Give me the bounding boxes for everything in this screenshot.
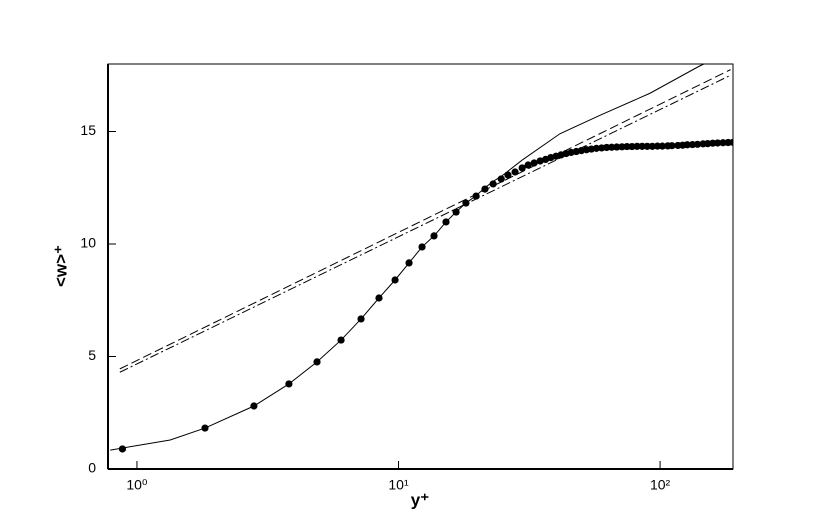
data-point [536,157,544,165]
data-point [201,424,209,432]
data-point [489,180,497,188]
data-point [250,402,258,410]
data-point [633,142,641,150]
data-point [481,185,489,193]
data-point [313,358,321,366]
data-point [530,159,538,167]
data-point [497,175,505,183]
x-tick-label: 10⁰ [126,477,148,493]
data-point [714,139,722,147]
data-point [442,218,450,226]
y-tick-label: 5 [88,347,96,363]
data-point [118,445,127,453]
data-line [119,69,731,370]
data-point [623,142,631,151]
data-point [391,276,399,284]
data-point [643,142,651,150]
data-point [668,142,676,150]
data-point [613,143,621,151]
data-point [504,171,512,179]
data-point [658,142,666,150]
data-point [511,168,519,176]
plot-frame [107,63,734,470]
data-point [628,142,636,151]
data-point [462,199,470,207]
plot-area [110,64,733,453]
y-tick-label: 10 [80,235,96,251]
data-point [518,164,526,172]
data-point [337,336,345,344]
data-point [729,138,733,146]
data-point [608,143,616,151]
data-point [375,294,383,302]
data-line [110,64,705,451]
data-point [638,142,646,150]
data-line [119,74,731,373]
data-point [472,192,480,200]
x-tick-label: 10¹ [388,477,409,493]
data-point [405,259,413,267]
y-tick-label: 15 [80,122,96,138]
data-point [357,315,365,323]
data-point [693,140,702,148]
data-point [592,144,601,152]
data-point [285,380,293,388]
data-point [648,142,656,150]
data-point [683,141,691,149]
data-point [524,161,532,169]
data-point [418,243,426,251]
x-tick-label: 10² [650,477,671,493]
data-point [719,139,727,147]
y-tick-label: 0 [88,460,96,476]
data-point [430,232,438,240]
data-point [452,208,460,216]
y-axis-label: <w>⁺ [51,245,70,287]
x-axis-label: y⁺ [411,490,429,509]
